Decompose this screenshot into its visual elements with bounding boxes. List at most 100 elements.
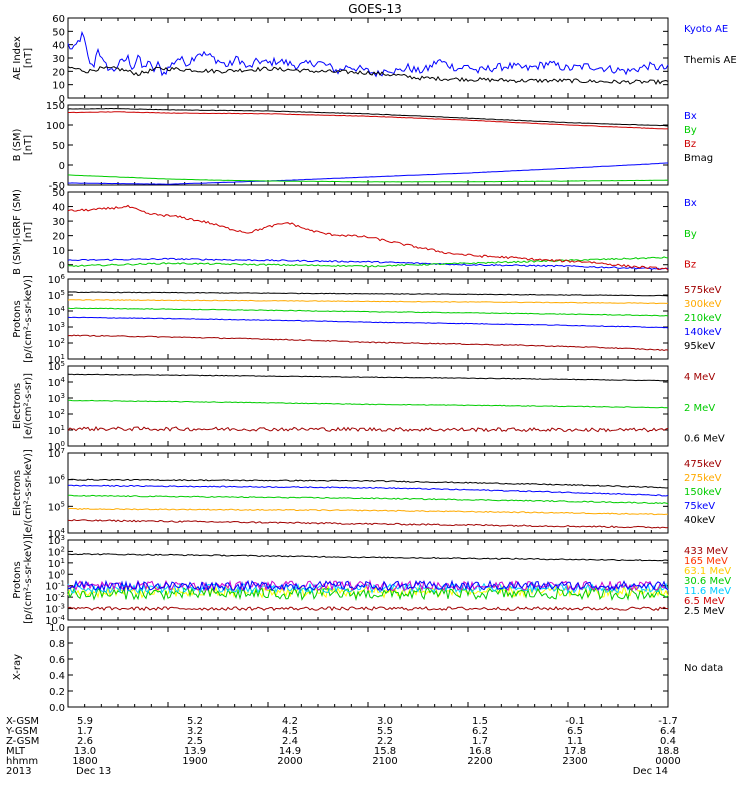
legend-label: 40keV — [684, 515, 715, 526]
ephemeris-cell: 1900 — [182, 756, 207, 767]
panel-frame — [67, 17, 669, 99]
ephemeris-cell: 6.4 — [660, 726, 676, 737]
series-line-433-MeV — [67, 553, 669, 562]
ephemeris-cell: 15.8 — [374, 746, 396, 757]
ephemeris-cell: 2200 — [467, 756, 492, 767]
y-axis-label: [e/(cm²-s-sr)] — [23, 373, 34, 439]
series-line-Bx — [67, 257, 669, 270]
series-line-165-MeV — [67, 606, 668, 612]
y-axis-label: [p/(cm²-s-sr-keV)] — [23, 275, 34, 363]
y-axis-label: X-ray — [12, 654, 23, 680]
y-axis-label: Electrons — [12, 470, 23, 516]
ephemeris-cell: 1.7 — [472, 736, 488, 747]
series-line-150keV — [68, 494, 669, 505]
y-tick-label: 10 — [52, 246, 65, 257]
legend-label: Bx — [684, 198, 697, 209]
y-tick-label: 0 — [59, 261, 65, 272]
ephemeris-row-label: MLT — [6, 746, 26, 757]
y-axis-label: AE Index — [12, 36, 23, 80]
legend-label: 433 MeV — [684, 546, 728, 557]
ephemeris-cell: 1.5 — [472, 716, 488, 727]
ephemeris-cell: 2.6 — [77, 736, 93, 747]
legend-label: 575keV — [684, 285, 722, 296]
series-line-95keV — [67, 334, 669, 352]
y-tick-label: 10 — [52, 81, 65, 92]
ephemeris-cell: 0000 — [655, 756, 680, 767]
legend-label: By — [684, 125, 697, 136]
y-axis-label: [p/(cm²-s-sr-keV)] — [23, 536, 34, 624]
ephemeris-cell: 16.8 — [469, 746, 491, 757]
y-tick-label: 1.0 — [49, 623, 65, 634]
legend-label: Bx — [684, 111, 697, 122]
y-tick-label: 104 — [48, 305, 66, 318]
ephemeris-cell: 4.2 — [282, 716, 298, 727]
y-axis-label: Protons — [12, 300, 23, 337]
legend-label: Kyoto AE — [684, 24, 728, 35]
legend-label: Bz — [684, 139, 696, 150]
y-tick-label: 104 — [48, 527, 66, 540]
ephemeris-cell: 6.2 — [472, 726, 488, 737]
y-tick-label: 10-3 — [45, 603, 65, 616]
ephemeris-cell: 17.8 — [564, 746, 586, 757]
legend-label: 2.5 MeV — [684, 606, 725, 617]
y-tick-label: 104 — [48, 376, 66, 389]
y-tick-label: 30 — [52, 217, 65, 228]
y-tick-label: 10-2 — [45, 591, 65, 604]
ephemeris-cell: 0.4 — [660, 736, 676, 747]
legend-label: 210keV — [684, 313, 722, 324]
series-line-300keV — [67, 299, 669, 305]
legend-label: 30.6 MeV — [684, 576, 731, 587]
ephemeris-cell: 2300 — [562, 756, 587, 767]
ephemeris-cell: 2000 — [277, 756, 302, 767]
y-tick-label: 106 — [48, 474, 66, 487]
ephemeris-row-label: X-GSM — [6, 716, 39, 727]
legend-label: By — [684, 229, 697, 240]
ephemeris-cell: 5.9 — [77, 716, 93, 727]
series-line-By — [68, 256, 669, 268]
y-tick-label: 105 — [48, 360, 65, 373]
panel-frame — [67, 104, 669, 186]
panel-5: 104 105 106 107 Electrons [e/(cm²-s-sr-keV)] 4… — [12, 447, 722, 540]
legend-label: 6.5 MeV — [684, 596, 725, 607]
series-line-210keV — [67, 307, 669, 317]
y-axis-label: [nT] — [23, 222, 34, 242]
y-tick-label: 0.4 — [49, 671, 65, 682]
legend-label: 150keV — [684, 487, 722, 498]
y-tick-label: 50 — [52, 188, 65, 199]
ephemeris-row-label: Z-GSM — [6, 736, 39, 747]
y-axis-label: [nT] — [23, 135, 34, 155]
y-axis-label: [nT] — [23, 48, 34, 68]
ephemeris-cell: 5.5 — [377, 726, 393, 737]
legend-label: 0.6 MeV — [684, 434, 725, 445]
ephemeris-cell: 3.2 — [187, 726, 203, 737]
series-line-75keV — [67, 507, 669, 516]
no-data-label: No data — [684, 663, 723, 674]
y-tick-label: 150 — [46, 101, 65, 112]
ephemeris-cell: 6.5 — [567, 726, 583, 737]
y-tick-label: 0.8 — [49, 639, 65, 650]
y-axis-label: Electrons — [12, 383, 23, 429]
legend-label: 2 MeV — [684, 403, 715, 414]
legend-label: 475keV — [684, 459, 722, 470]
y-tick-label: 102 — [48, 408, 65, 421]
figure-title: GOES-13 — [348, 2, 402, 16]
ephemeris-cell: Dec 14 — [633, 766, 668, 777]
legend-label: Bz — [684, 260, 696, 271]
y-tick-label: 20 — [52, 67, 65, 78]
ephemeris-cell: 1800 — [72, 756, 97, 767]
y-tick-label: 60 — [52, 14, 65, 25]
y-tick-label: -50 — [49, 181, 65, 192]
ephemeris-cell: 18.8 — [657, 746, 679, 757]
ephemeris-cell: -0.1 — [565, 716, 585, 727]
y-tick-label: 106 — [48, 273, 66, 286]
series-line-2.5-MeV — [67, 579, 669, 593]
y-axis-label: B (SM)-IGRF (SM) — [12, 189, 23, 275]
series-line-2-MeV — [68, 399, 669, 409]
panel-7: 0.0 0.2 0.4 0.6 0.8 1.0 X-ray No data — [12, 623, 723, 714]
y-tick-label: 101 — [48, 353, 65, 366]
y-tick-label: 50 — [52, 141, 65, 152]
y-tick-label: 103 — [48, 534, 65, 547]
series-line-Bz — [67, 204, 669, 271]
